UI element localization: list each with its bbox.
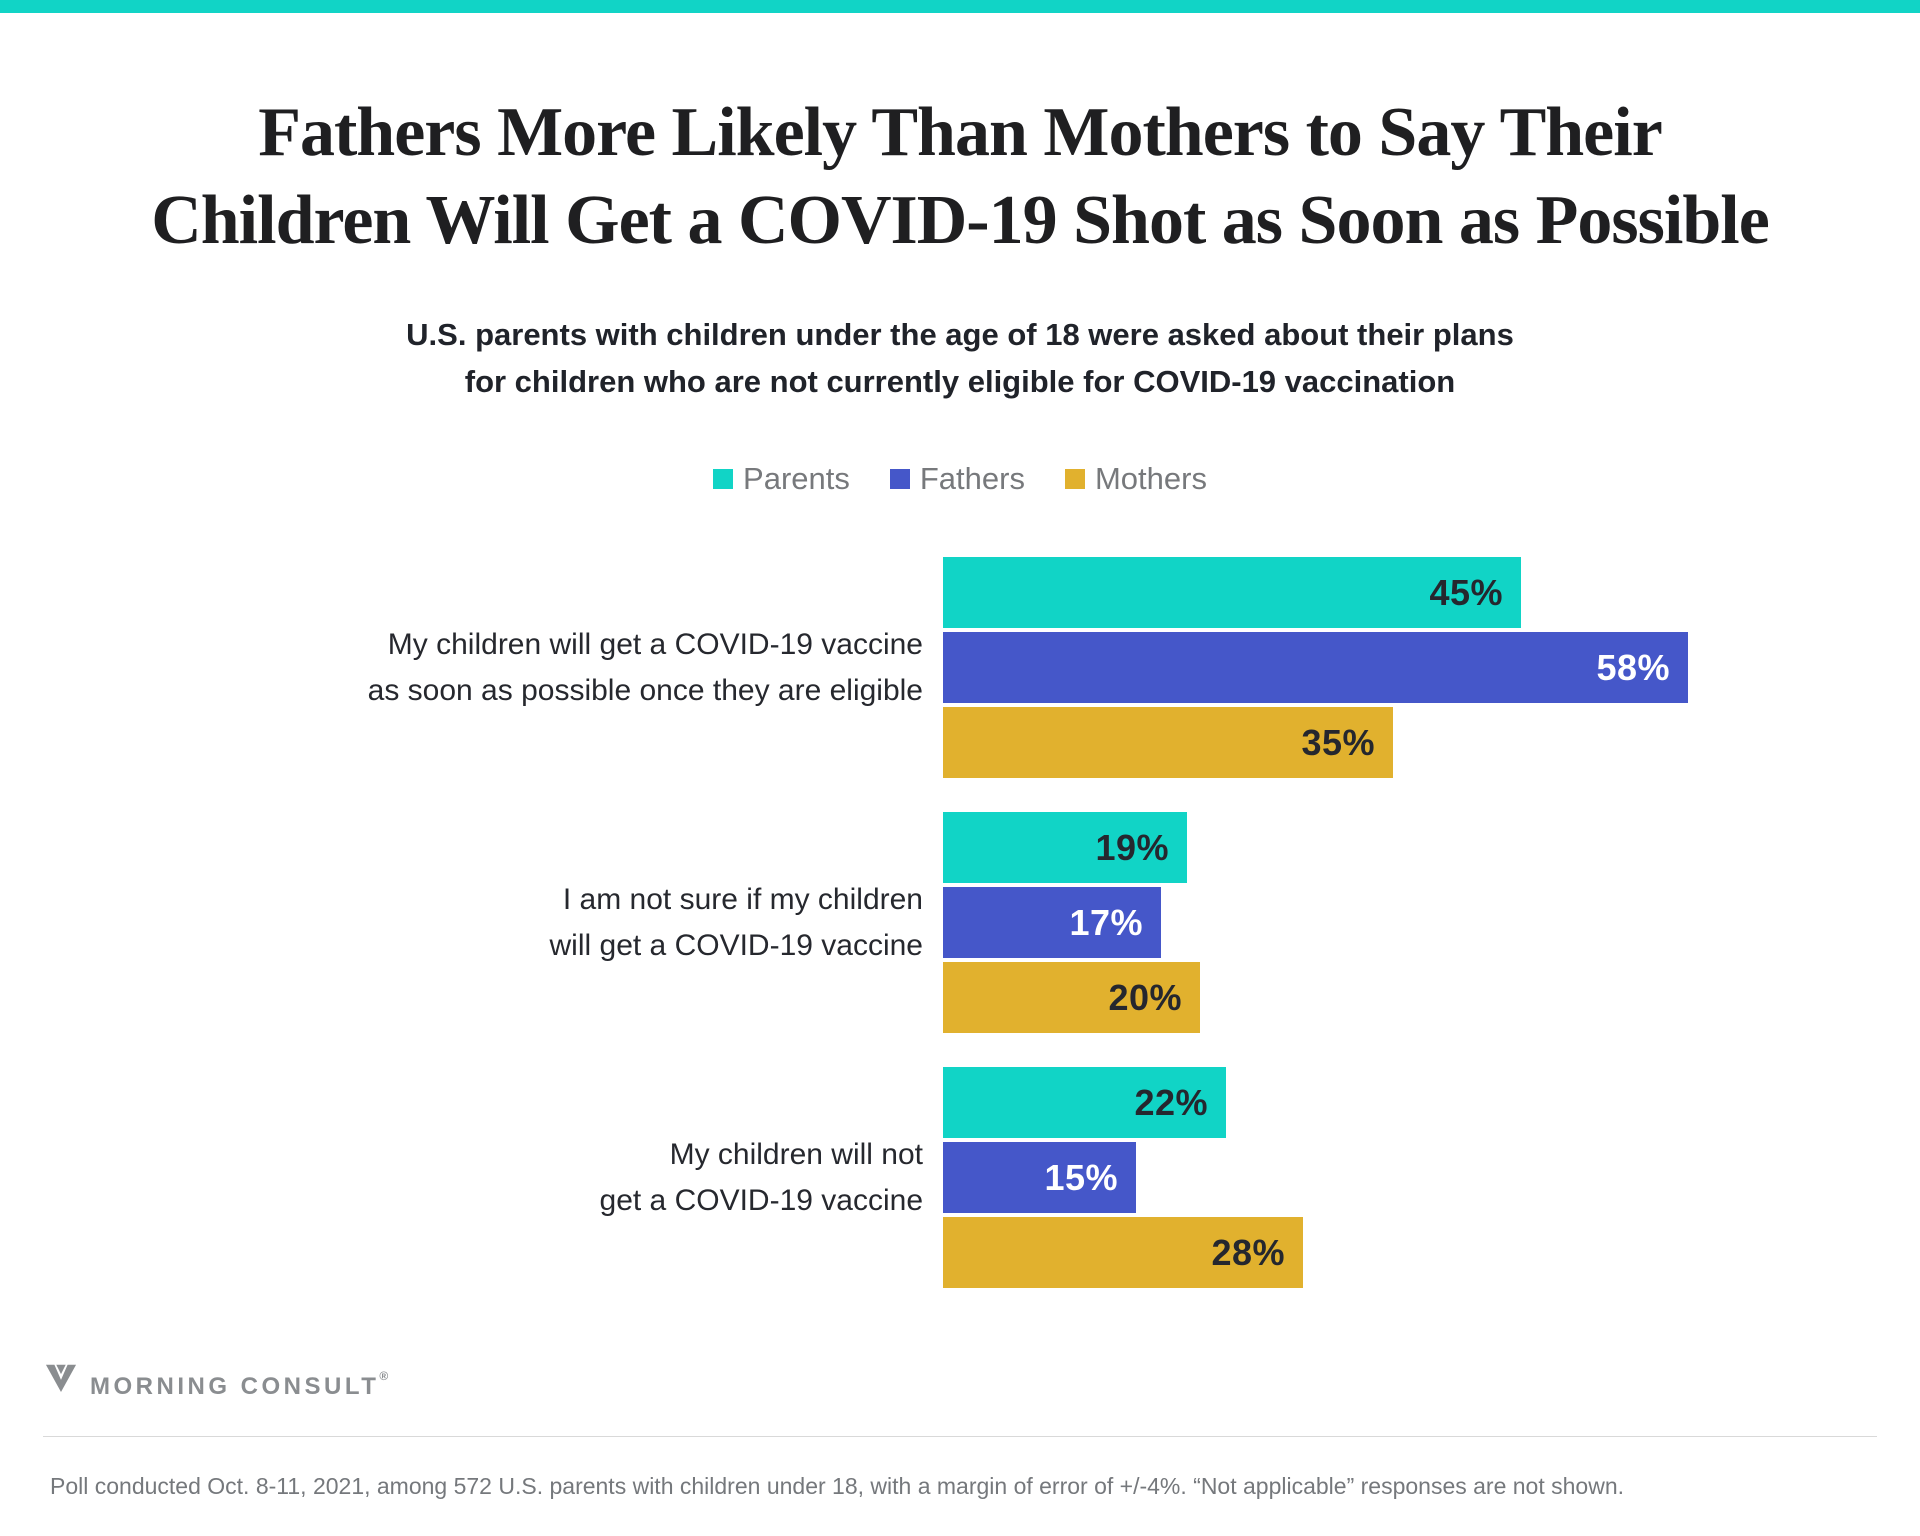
category-label: I am not sure if my children will get a C… — [0, 877, 923, 969]
category-label-line: My children will not — [669, 1137, 923, 1171]
legend-item-label: Fathers — [919, 461, 1025, 496]
page-title-line2: Children Will Get a COVID-19 Shot as Soo… — [151, 182, 1770, 259]
category-label: My children will get a COVID-19 vaccine a… — [0, 622, 923, 714]
legend-swatch-icon — [1064, 469, 1085, 489]
footer-divider — [43, 1436, 1877, 1437]
bar-fathers: 17% — [943, 887, 1161, 958]
bar-value-label: 17% — [1069, 901, 1143, 943]
legend-item-label: Mothers — [1094, 461, 1207, 496]
bar-group: I am not sure if my children will get a C… — [0, 812, 1920, 1033]
legend-item-mothers: Mothers — [1064, 461, 1207, 497]
morning-consult-m-icon — [45, 1364, 77, 1393]
bar-group: My children will get a COVID-19 vaccine a… — [0, 557, 1920, 778]
category-label-line: My children will get a COVID-19 vaccine — [387, 627, 923, 661]
morning-consult-logo: MORNING CONSULT® — [45, 1360, 1920, 1403]
category-label-line: will get a COVID-19 vaccine — [549, 928, 923, 962]
bar-value-label: 28% — [1211, 1231, 1285, 1273]
bar-mothers: 35% — [943, 707, 1393, 778]
registered-trademark-symbol: ® — [379, 1369, 389, 1383]
chart-legend: Parents Fathers Mothers — [0, 461, 1920, 497]
category-label-line: as soon as possible once they are eligib… — [367, 673, 923, 707]
legend-item-fathers: Fathers — [889, 461, 1025, 497]
bar-value-label: 19% — [1095, 826, 1169, 868]
legend-swatch-icon — [889, 469, 910, 489]
top-accent-bar — [0, 0, 1920, 13]
chart-subtitle-line2: for children who are not currently eligi… — [464, 364, 1456, 399]
bar-stack: 19% 17% 20% — [943, 812, 1200, 1033]
bar-value-label: 45% — [1429, 571, 1503, 613]
category-label-line: get a COVID-19 vaccine — [599, 1183, 923, 1217]
legend-item-label: Parents — [743, 461, 850, 496]
bar-parents: 45% — [943, 557, 1521, 628]
bar-fathers: 58% — [943, 632, 1688, 703]
bar-fathers: 15% — [943, 1142, 1136, 1213]
category-label-line: I am not sure if my children — [562, 882, 923, 916]
bar-value-label: 15% — [1044, 1156, 1118, 1198]
legend-swatch-icon — [713, 469, 734, 489]
bar-stack: 22% 15% 28% — [943, 1067, 1303, 1288]
bar-parents: 19% — [943, 812, 1187, 883]
bar-group: My children will not get a COVID-19 vacci… — [0, 1067, 1920, 1288]
page-title: Fathers More Likely Than Mothers to Say … — [0, 89, 1920, 265]
morning-consult-wordmark: MORNING CONSULT® — [90, 1369, 389, 1400]
bar-parents: 22% — [943, 1067, 1226, 1138]
bar-chart: My children will get a COVID-19 vaccine a… — [0, 557, 1920, 1288]
legend-item-parents: Parents — [713, 461, 850, 497]
bar-value-label: 22% — [1134, 1081, 1208, 1123]
bar-stack: 45% 58% 35% — [943, 557, 1688, 778]
chart-subtitle-line1: U.S. parents with children under the age… — [406, 317, 1514, 352]
category-label: My children will not get a COVID-19 vacci… — [0, 1132, 923, 1224]
bar-mothers: 20% — [943, 962, 1200, 1033]
methodology-note: Poll conducted Oct. 8-11, 2021, among 57… — [50, 1473, 1625, 1499]
bar-value-label: 20% — [1108, 976, 1182, 1018]
bar-mothers: 28% — [943, 1217, 1303, 1288]
bar-value-label: 58% — [1596, 646, 1670, 688]
page-title-line1: Fathers More Likely Than Mothers to Say … — [258, 94, 1663, 171]
bar-value-label: 35% — [1301, 721, 1375, 763]
chart-subtitle: U.S. parents with children under the age… — [0, 311, 1920, 405]
